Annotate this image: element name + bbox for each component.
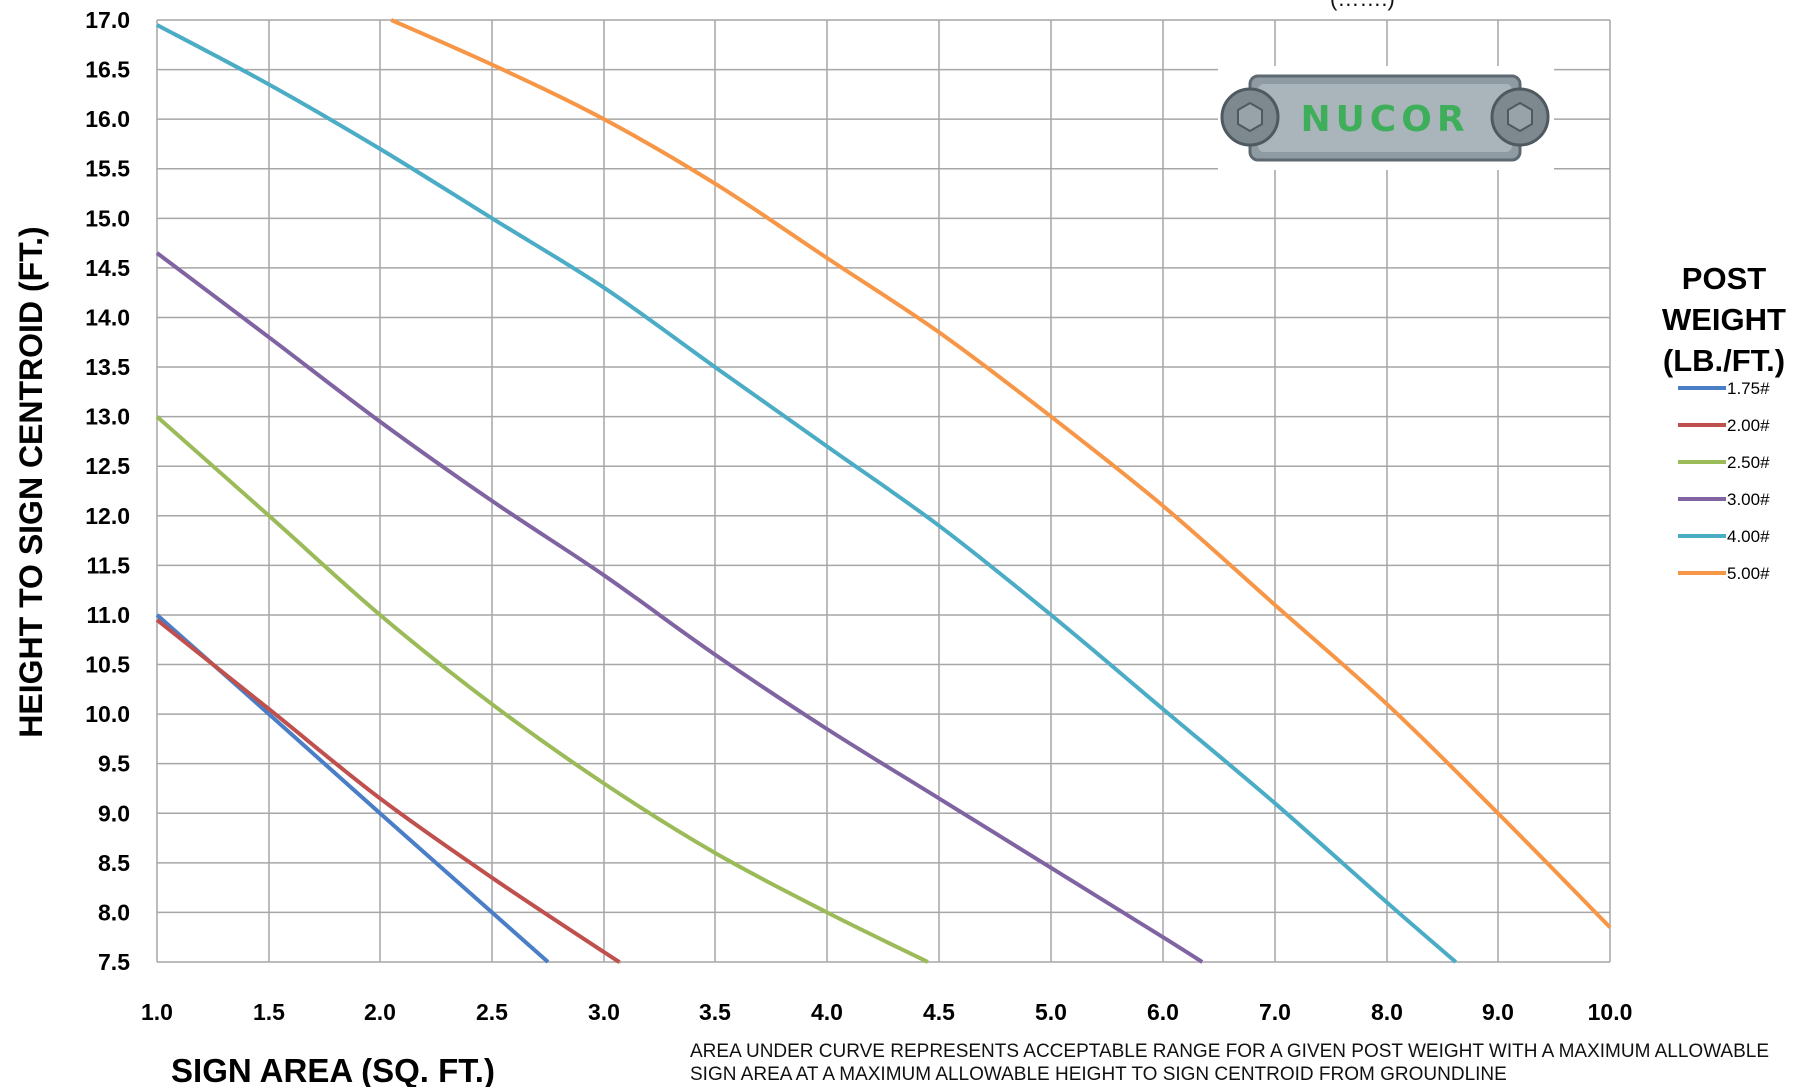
- x-tick-label: 6.0: [1147, 999, 1179, 1025]
- x-tick-label: 1.5: [253, 999, 285, 1025]
- legend-title-line-1: POST: [1682, 261, 1766, 296]
- x-tick-label: 4.5: [923, 999, 955, 1025]
- x-tick-label: 8.0: [1371, 999, 1403, 1025]
- x-tick-label: 3.5: [699, 999, 731, 1025]
- y-tick-label: 8.0: [98, 899, 130, 925]
- y-tick-label: 12.0: [85, 503, 130, 529]
- footnote: AREA UNDER CURVE REPRESENTS ACCEPTABLE R…: [690, 1041, 1770, 1085]
- y-tick-label: 14.0: [85, 304, 130, 330]
- legend-title-line-3: (LB./FT.): [1663, 343, 1785, 378]
- series-line-5.00#: [390, 18, 1612, 929]
- y-tick-label: 14.5: [85, 255, 130, 281]
- nucor-logo: NUCOR: [1218, 66, 1554, 170]
- y-tick-label: 10.5: [85, 652, 130, 678]
- y-tick-label: 17.0: [85, 7, 130, 33]
- y-tick-label: 10.0: [85, 701, 130, 727]
- series-line-2.50#: [155, 415, 929, 964]
- header-fragment: (…….): [1330, 0, 1395, 12]
- y-tick-label: 8.5: [98, 850, 130, 876]
- legend-label: 4.00#: [1727, 527, 1770, 546]
- y-tick-label: 13.0: [85, 404, 130, 430]
- x-tick-label: 7.0: [1259, 999, 1291, 1025]
- y-tick-label: 9.5: [98, 751, 130, 777]
- x-tick-label: 9.0: [1482, 999, 1514, 1025]
- y-tick-label: 12.5: [85, 453, 130, 479]
- x-tick-label: 1.0: [141, 999, 173, 1025]
- legend-label: 2.00#: [1727, 416, 1770, 435]
- legend: POST WEIGHT (LB./FT.) 1.75# 2.00# 2.50# 3.0…: [1662, 261, 1786, 583]
- series-line-3.00#: [155, 251, 1204, 964]
- grid: [156, 19, 1611, 963]
- x-axis-title: SIGN AREA (SQ. FT.): [171, 1052, 495, 1087]
- y-axis-title: HEIGHT TO SIGN CENTROID (FT.): [13, 226, 49, 737]
- y-tick-label: 13.5: [85, 354, 130, 380]
- logo-wordmark: NUCOR: [1300, 99, 1469, 140]
- x-tick-label: 2.0: [364, 999, 396, 1025]
- y-tick-label: 11.0: [87, 602, 131, 628]
- x-tick-label: 4.0: [811, 999, 843, 1025]
- series-line-2.00#: [155, 618, 622, 964]
- legend-label: 3.00#: [1727, 490, 1770, 509]
- legend-title-line-2: WEIGHT: [1662, 302, 1786, 337]
- x-tick-label: 3.0: [588, 999, 620, 1025]
- x-tick-label: 5.0: [1035, 999, 1067, 1025]
- y-tick-label: 11.5: [87, 552, 131, 578]
- x-tick-label: 10.0: [1588, 999, 1633, 1025]
- series-lines: [155, 18, 1612, 964]
- y-tick-label: 9.0: [98, 800, 130, 826]
- y-tick-label: 16.0: [85, 106, 130, 132]
- legend-label: 1.75#: [1727, 379, 1770, 398]
- series-line-4.00#: [156, 23, 1458, 964]
- y-tick-label: 16.5: [85, 57, 130, 83]
- y-tick-label: 7.5: [98, 949, 130, 975]
- y-tick-labels: 7.5 8.0 8.5 9.0 9.5 10.0 10.5 11.0 11.5 12.0 12.5 1…: [85, 7, 130, 975]
- x-tick-labels: 1.0 1.5 2.0 2.5 3.0 3.5 4.0 4.5 5.0 6.0 7.0 8.0 9.0 1…: [141, 999, 1632, 1025]
- y-tick-label: 15.5: [85, 156, 130, 182]
- legend-label: 2.50#: [1727, 453, 1770, 472]
- legend-label: 5.00#: [1727, 564, 1770, 583]
- x-tick-label: 2.5: [476, 999, 508, 1025]
- y-tick-label: 15.0: [85, 205, 130, 231]
